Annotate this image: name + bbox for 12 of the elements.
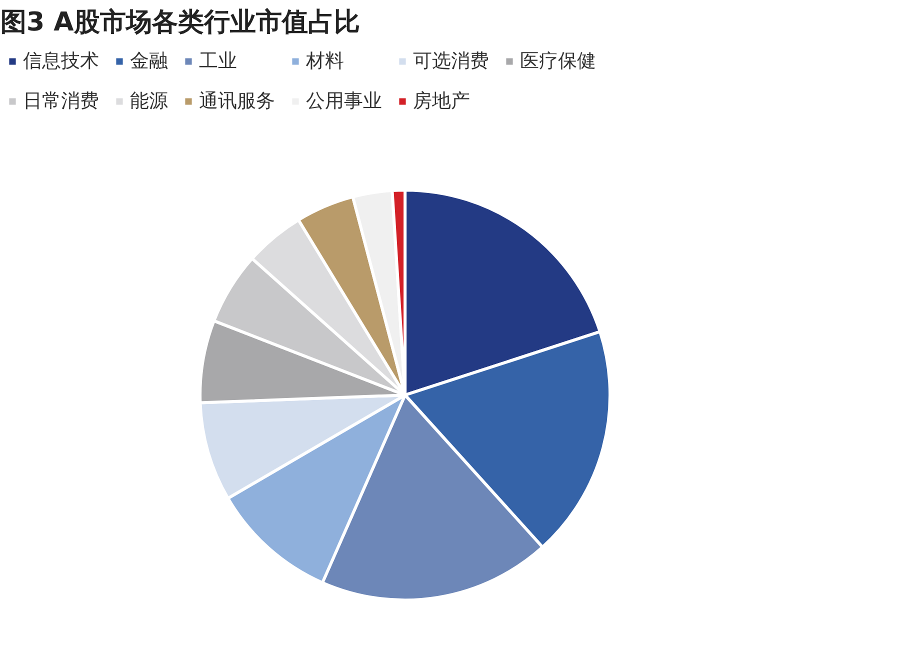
legend-label: 可选消费 xyxy=(413,49,489,74)
legend-label: 通讯服务 xyxy=(199,89,275,114)
chart-title: 图3 A股市场各类行业市值占比 xyxy=(0,8,360,38)
legend-label: 房地产 xyxy=(413,89,470,114)
legend-label: 医疗保健 xyxy=(520,49,596,74)
legend-label: 工业 xyxy=(199,49,237,74)
legend-label: 日常消费 xyxy=(23,89,99,114)
legend-label: 材料 xyxy=(306,49,344,74)
legend-label: 信息技术 xyxy=(23,49,99,74)
legend-label: 金融 xyxy=(130,49,168,74)
legend-label: 能源 xyxy=(130,89,168,114)
legend-label: 公用事业 xyxy=(306,89,382,114)
